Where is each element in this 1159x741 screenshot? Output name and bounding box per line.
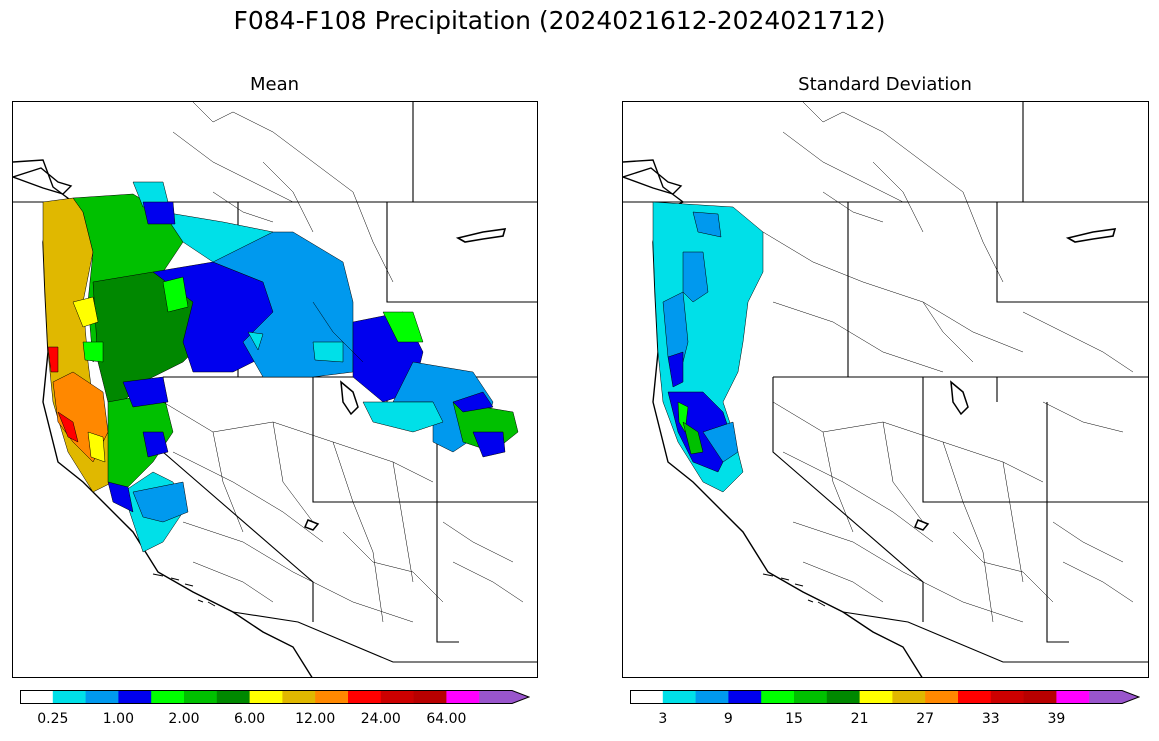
precip-stddev-fill bbox=[652, 201, 764, 493]
channel-islands bbox=[762, 573, 826, 607]
colorbar-tick-label: 1.00 bbox=[102, 711, 134, 727]
channel-islands bbox=[152, 573, 216, 607]
colorbar-swatch bbox=[630, 690, 664, 704]
colorbar-swatch bbox=[315, 690, 349, 704]
lake-mead bbox=[914, 519, 930, 531]
colorbar-swatch bbox=[52, 690, 87, 704]
great-salt-lake bbox=[340, 380, 359, 416]
colorbar-swatch bbox=[1056, 690, 1090, 704]
colorbar-swatch bbox=[282, 690, 316, 704]
map-stddev bbox=[622, 101, 1149, 678]
map-mean bbox=[12, 101, 538, 678]
colorbar-tick-label: 2.00 bbox=[168, 711, 200, 727]
colorbar-stddev-swatches bbox=[630, 690, 1141, 704]
colorbar-swatch bbox=[151, 690, 185, 704]
colorbar-outline bbox=[20, 690, 531, 704]
panel-title-mean: Mean bbox=[249, 74, 300, 95]
colorbar-tick-label: 12.00 bbox=[295, 711, 336, 727]
colorbar-swatch bbox=[348, 690, 382, 704]
colorbar-swatch bbox=[1023, 690, 1057, 704]
colorbar-tick-label: 21 bbox=[850, 711, 869, 727]
colorbar-swatch bbox=[925, 690, 959, 704]
colorbar-swatch bbox=[761, 690, 795, 704]
coastline bbox=[623, 159, 923, 677]
colorbar-tick-label: 33 bbox=[981, 711, 1000, 727]
colorbar-swatch bbox=[20, 690, 54, 704]
basin-boundaries bbox=[162, 102, 524, 623]
colorbar-tick-label: 24.00 bbox=[360, 711, 401, 727]
colorbar-tick-label: 0.25 bbox=[37, 711, 69, 727]
colorbar-tick-label: 3 bbox=[658, 711, 668, 727]
colorbar-swatch bbox=[662, 690, 697, 704]
sound bbox=[623, 167, 683, 195]
colorbar-swatch bbox=[695, 690, 729, 704]
political-borders bbox=[623, 102, 1148, 663]
colorbar-swatch bbox=[826, 690, 861, 704]
colorbar-swatch bbox=[479, 690, 529, 704]
colorbar-swatch bbox=[216, 690, 251, 704]
lake bbox=[1065, 228, 1117, 243]
colorbar-swatch bbox=[249, 690, 283, 704]
colorbar-swatch bbox=[794, 690, 828, 704]
great-salt-lake bbox=[950, 380, 969, 416]
colorbar-outline bbox=[630, 690, 1141, 704]
sound bbox=[13, 167, 73, 195]
colorbar-swatch bbox=[446, 690, 480, 704]
lake bbox=[455, 228, 507, 243]
colorbar-swatch bbox=[413, 690, 447, 704]
colorbar-swatch bbox=[990, 690, 1025, 704]
colorbar-swatch bbox=[892, 690, 926, 704]
map-stddev-canvas bbox=[623, 102, 1148, 677]
colorbar-tick-label: 9 bbox=[723, 711, 733, 727]
colorbar-swatch bbox=[728, 690, 762, 704]
precip-mean-fill bbox=[42, 181, 519, 553]
colorbar-tick-label: 15 bbox=[785, 711, 803, 727]
colorbar-tick-label: 64.00 bbox=[426, 711, 467, 727]
colorbar-swatch bbox=[1089, 690, 1139, 704]
colorbar-swatch bbox=[958, 690, 992, 704]
colorbar-swatch bbox=[859, 690, 893, 704]
colorbar-tick-label: 39 bbox=[1047, 711, 1066, 727]
colorbar-swatch bbox=[85, 690, 119, 704]
colorbar-mean bbox=[20, 689, 531, 704]
basin-boundaries bbox=[762, 102, 1134, 623]
colorbar-mean-swatches bbox=[20, 690, 531, 704]
colorbar-swatch bbox=[184, 690, 218, 704]
figure-title: F084-F108 Precipitation (2024021612-2024… bbox=[233, 6, 886, 35]
colorbar-tick-label: 6.00 bbox=[234, 711, 266, 727]
map-mean-canvas bbox=[13, 102, 537, 677]
colorbar-swatch bbox=[380, 690, 415, 704]
colorbar-tick-label: 27 bbox=[916, 711, 935, 727]
colorbar-swatch bbox=[118, 690, 152, 704]
lake-mead bbox=[304, 519, 320, 531]
panel-title-stddev: Standard Deviation bbox=[798, 74, 972, 95]
colorbar-stddev bbox=[630, 689, 1141, 704]
